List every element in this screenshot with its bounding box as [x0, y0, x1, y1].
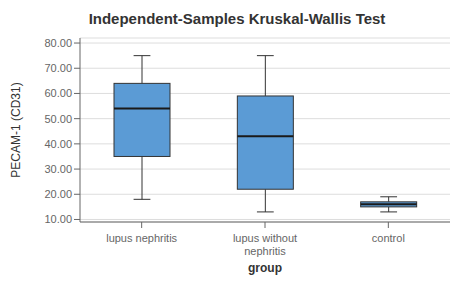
svg-text:60.00: 60.00 [44, 87, 72, 99]
svg-text:group: group [248, 261, 282, 275]
svg-text:70.00: 70.00 [44, 62, 72, 74]
svg-text:lupus nephritis: lupus nephritis [106, 232, 177, 244]
svg-text:10.00: 10.00 [44, 213, 72, 225]
html-text:Independent-Samples Kruskal-Wa: Independent-Samples Kruskal-Wallis Test [88, 10, 386, 27]
svg-text:80.00: 80.00 [44, 37, 72, 49]
svg-text:20.00: 20.00 [44, 188, 72, 200]
svg-text:control: control [372, 232, 405, 244]
svg-text:lupus withoutnephritis: lupus withoutnephritis [233, 232, 297, 257]
svg-text:PECAM-1 (CD31): PECAM-1 (CD31) [9, 82, 23, 177]
svg-text:50.00: 50.00 [44, 113, 72, 125]
svg-text:30.00: 30.00 [44, 163, 72, 175]
svg-text:40.00: 40.00 [44, 138, 72, 150]
